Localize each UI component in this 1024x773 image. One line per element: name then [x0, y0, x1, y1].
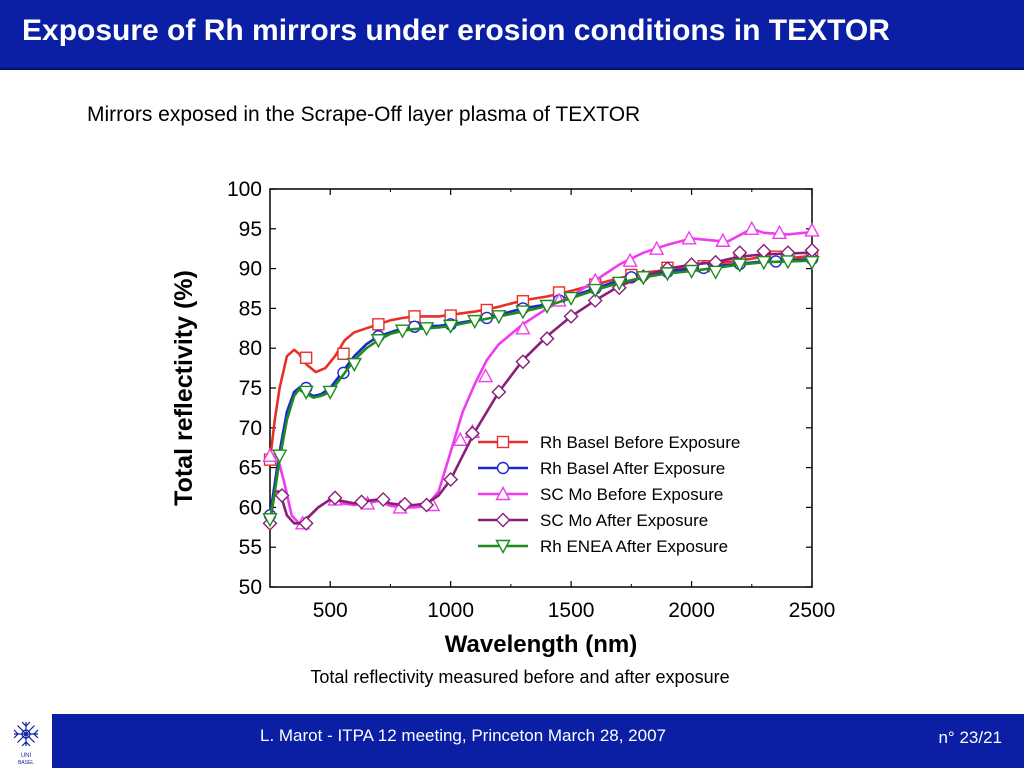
legend-label-5: Rh ENEA After Exposure [540, 537, 728, 556]
series-3-marker [648, 240, 665, 255]
svg-text:UNI: UNI [21, 753, 32, 759]
legend-label-3: SC Mo Before Exposure [540, 485, 723, 504]
series-1-marker [372, 318, 385, 331]
series-5-marker [659, 267, 676, 282]
legend-label-1: Rh Basel Before Exposure [540, 433, 740, 452]
footer-text: L. Marot - ITPA 12 meeting, Princeton Ma… [260, 726, 666, 745]
y-tick-label: 90 [239, 258, 262, 281]
y-tick-label: 85 [239, 297, 262, 320]
page-number: n° 23/21 [938, 728, 1002, 747]
series-4-marker [587, 292, 603, 308]
series-5-marker [683, 264, 700, 279]
y-tick-label: 60 [239, 496, 262, 519]
series-4-marker [539, 331, 555, 347]
reflectivity-chart: 500 1000 1500 2000 2500 50 55 60 65 70 75 80 85 90 95 1… [170, 178, 836, 658]
series-5-marker [491, 310, 507, 325]
series-4-marker [464, 425, 480, 441]
x-axis-label: Wavelength (nm) [445, 631, 637, 658]
slide-subtitle: Mirrors exposed in the Scrape-Off layer … [87, 103, 641, 126]
series-5-marker [370, 334, 387, 349]
series-3-marker [262, 447, 278, 462]
university-logo-icon: UNI BASEL [13, 721, 39, 766]
legend-marker-3 [495, 486, 511, 501]
series-4-marker [515, 354, 531, 370]
title-bar: Exposure of Rh mirrors under erosion con… [0, 0, 1024, 70]
series-5-marker [394, 324, 411, 339]
x-tick-label: 2500 [789, 599, 836, 622]
legend-marker-4 [495, 512, 511, 528]
series-5-marker [262, 513, 278, 528]
series-5-marker [780, 255, 796, 270]
series-3-marker [681, 230, 697, 245]
series-4-marker [419, 497, 435, 513]
slide-title: Exposure of Rh mirrors under erosion con… [22, 14, 890, 47]
series-5-marker [418, 322, 435, 337]
series-3-marker [622, 252, 638, 267]
series-3-marker [477, 368, 494, 383]
y-tick-label: 70 [239, 417, 262, 440]
y-tick-label: 55 [239, 536, 262, 559]
y-tick-label: 95 [239, 218, 262, 241]
series-5-marker [635, 271, 652, 286]
x-tick-label: 1000 [427, 599, 474, 622]
series-5-marker [271, 449, 288, 464]
series-5-marker [442, 319, 459, 334]
series-5-marker [539, 299, 555, 314]
x-tick-label: 500 [313, 599, 348, 622]
legend-label-4: SC Mo After Exposure [540, 511, 708, 530]
series-3-marker [515, 320, 531, 335]
series-3-marker [744, 220, 760, 236]
series-3-marker [715, 232, 731, 247]
series-3-marker [771, 224, 788, 239]
y-tick-label: 100 [227, 178, 262, 201]
legend-marker-2 [496, 461, 510, 475]
y-tick-label: 50 [239, 576, 262, 599]
series-4-marker [274, 487, 290, 503]
series-5-marker [515, 305, 531, 320]
series-5-marker [346, 357, 362, 373]
series-1-marker [299, 351, 313, 364]
y-tick-label: 75 [239, 377, 262, 400]
series-1-marker [408, 310, 421, 323]
x-tick-label: 2000 [668, 599, 715, 622]
series-4-marker [298, 515, 314, 531]
y-tick-label: 80 [239, 337, 262, 360]
legend-marker-5 [495, 539, 511, 554]
legend-label-2: Rh Basel After Exposure [540, 459, 725, 478]
series-3-marker [452, 431, 468, 446]
university-logo: UNI BASEL [0, 714, 52, 768]
series-4-marker [443, 472, 459, 488]
series-5-marker [563, 291, 579, 307]
series-5-marker [611, 276, 627, 291]
series-5-marker [732, 258, 748, 273]
series-4-marker [354, 494, 370, 510]
series-5-marker [298, 385, 314, 400]
series-5-marker [804, 256, 820, 271]
series-5-marker [322, 385, 338, 400]
chart-caption: Total reflectivity measured before and a… [310, 667, 730, 687]
series-4-marker [327, 490, 343, 506]
footer-bar: UNI BASEL L. Marot - ITPA 12 meeting, Pr… [0, 714, 1024, 768]
series-5-marker [756, 256, 772, 271]
series-1-marker [337, 347, 350, 360]
x-tick-label: 1500 [548, 599, 595, 622]
series-3-marker [804, 222, 820, 237]
series-4-marker [375, 491, 391, 507]
series-5-marker [587, 283, 603, 299]
series-5-marker [707, 265, 724, 280]
series-4-marker [397, 496, 413, 512]
y-axis-label: Total reflectivity (%) [170, 270, 198, 506]
legend-marker-1 [496, 435, 510, 449]
series-4-marker [563, 308, 579, 324]
series-5-marker [467, 314, 483, 330]
series-4-marker [491, 384, 507, 400]
y-tick-label: 65 [239, 457, 262, 480]
svg-text:BASEL: BASEL [18, 760, 34, 766]
